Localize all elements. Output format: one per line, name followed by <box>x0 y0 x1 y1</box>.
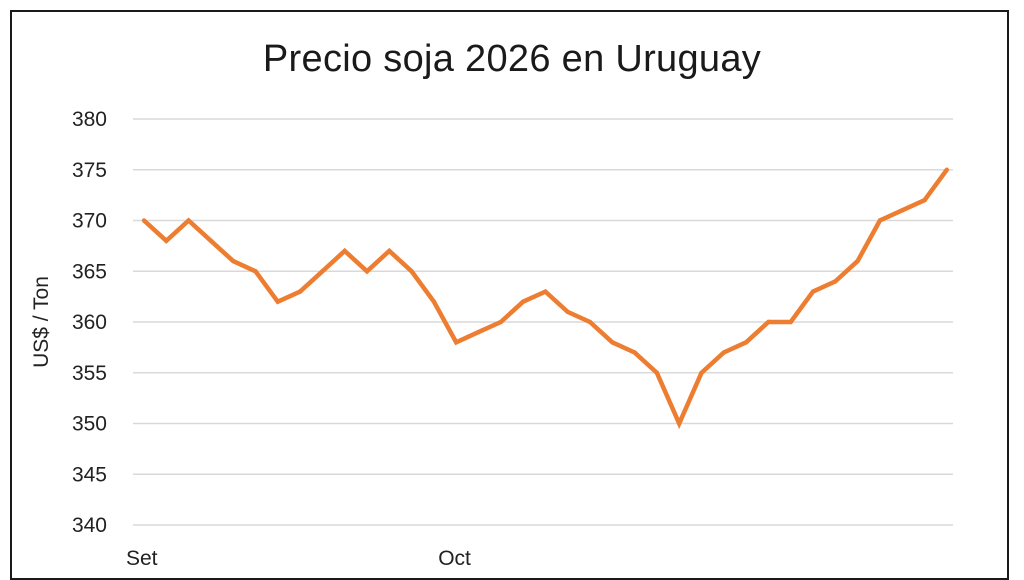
data-point <box>476 329 481 335</box>
data-point <box>900 208 905 213</box>
data-point <box>320 269 325 274</box>
y-tick-label: 365 <box>72 260 107 283</box>
data-point <box>342 248 347 254</box>
data-point <box>788 319 793 325</box>
data-point <box>743 340 749 345</box>
data-point <box>543 289 548 294</box>
data-point <box>454 340 459 345</box>
data-point <box>164 238 169 243</box>
gridlines <box>133 118 953 526</box>
data-point <box>654 370 660 375</box>
y-tick-label: 340 <box>72 514 107 537</box>
data-point <box>208 238 214 243</box>
data-point <box>520 299 526 304</box>
data-point <box>387 248 392 254</box>
series-line <box>142 168 949 430</box>
x-tick-label: Set <box>126 547 158 570</box>
y-tick-label: 355 <box>72 362 107 385</box>
data-point <box>231 258 236 264</box>
y-tick-label: 370 <box>72 210 107 233</box>
data-point <box>498 319 503 325</box>
data-point <box>409 269 414 274</box>
series-group <box>141 167 949 430</box>
data-point <box>610 340 615 345</box>
data-point <box>141 218 147 223</box>
data-point <box>721 350 726 355</box>
data-point <box>766 319 771 325</box>
x-tick-label: Oct <box>438 547 471 570</box>
data-point <box>587 319 593 325</box>
data-point <box>833 279 838 284</box>
data-point <box>431 299 437 304</box>
data-point <box>297 289 303 294</box>
data-point <box>565 309 570 315</box>
data-point <box>699 370 704 375</box>
data-point <box>275 299 280 304</box>
y-tick-label: 380 <box>72 108 107 131</box>
data-point <box>944 167 949 172</box>
data-point <box>922 198 927 203</box>
data-point <box>253 269 258 274</box>
x-axis-ticks: Set Oct <box>126 547 471 570</box>
data-point <box>364 269 370 274</box>
data-point <box>855 258 860 264</box>
chart-frame <box>10 10 1009 580</box>
y-axis-ticks: 340 345 350 355 360 365 370 375 380 <box>72 108 107 537</box>
y-tick-label: 375 <box>72 159 107 182</box>
data-point <box>877 218 883 223</box>
y-tick-label: 360 <box>72 311 107 334</box>
data-point <box>632 350 637 355</box>
y-axis-label: US$ / Ton <box>30 276 53 368</box>
data-point <box>810 289 816 294</box>
data-point <box>677 421 682 426</box>
y-tick-label: 350 <box>72 413 107 436</box>
data-point <box>186 218 191 223</box>
y-tick-label: 345 <box>72 463 107 486</box>
chart-title: Precio soja 2026 en Uruguay <box>262 38 762 80</box>
